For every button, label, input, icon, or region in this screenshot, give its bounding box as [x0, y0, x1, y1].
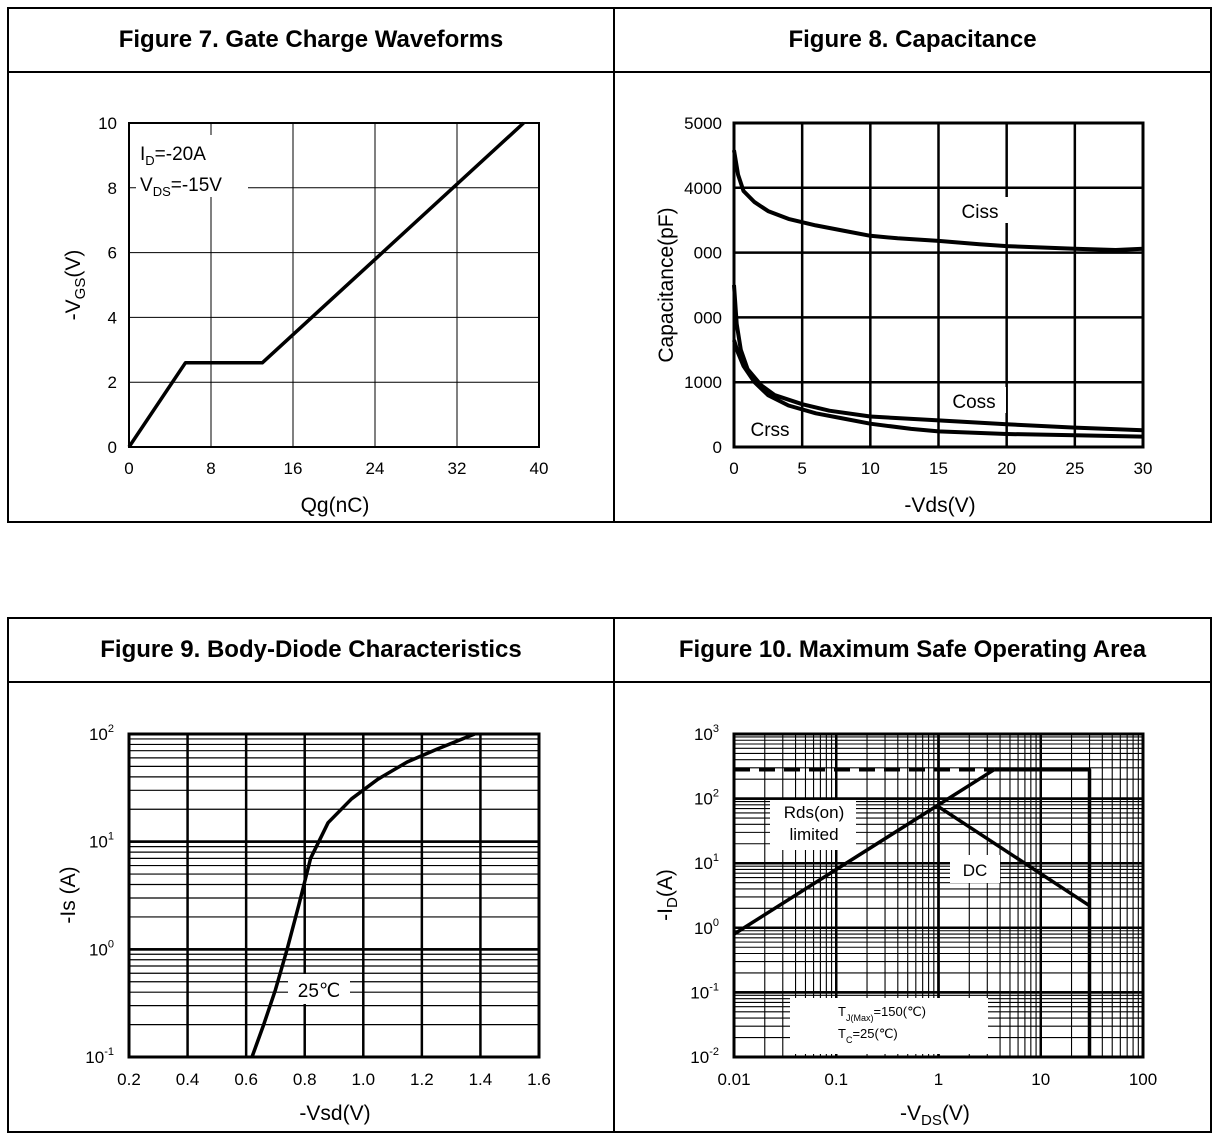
y-tick-label: 10-1	[85, 1046, 114, 1067]
x-tick-label: 0.6	[234, 1070, 258, 1089]
x-tick-label: 0.01	[717, 1070, 750, 1089]
x-tick-label: 0	[124, 459, 133, 478]
y-axis-label: -ID(A)	[654, 869, 681, 921]
condition-id-label: ID=-20A	[140, 144, 206, 168]
y-tick-label: 000	[694, 308, 722, 327]
capacitance-curve-crss	[732, 339, 1144, 439]
x-tick-label: 100	[1129, 1070, 1157, 1089]
x-tick-label: 0	[729, 459, 738, 478]
x-tick-label: 1.4	[469, 1070, 493, 1089]
condition-vds-label: VDS=-15V	[140, 175, 222, 199]
y-tick-label: 1000	[684, 373, 722, 392]
y-tick-label: 5000	[684, 114, 722, 133]
crss-label: Crss	[750, 420, 789, 441]
panel-divider	[613, 619, 615, 1131]
x-tick-label: 0.1	[824, 1070, 848, 1089]
temperature-label-background	[288, 974, 350, 1004]
x-tick-label: 5	[797, 459, 806, 478]
y-tick-label: 6	[108, 244, 117, 263]
figure-row-top: Figure 7. Gate Charge Waveforms Figure 8…	[7, 7, 1212, 523]
plot-frame	[128, 122, 540, 448]
tj-max-label: TJ(Max)=150(℃)	[838, 1004, 926, 1023]
panel-divider	[613, 9, 615, 521]
vgs-curve	[127, 121, 525, 448]
x-tick-label: 0.4	[176, 1070, 200, 1089]
y-tick-label: 10-2	[690, 1046, 719, 1067]
x-tick-label: 20	[997, 459, 1016, 478]
figure-10-title: Figure 10. Maximum Safe Operating Area	[615, 619, 1210, 683]
soa-line-dc-slope	[937, 805, 1091, 908]
is-curve	[250, 732, 476, 1058]
coss-label-background	[944, 387, 1006, 413]
y-tick-label: 4	[108, 308, 117, 327]
y-tick-label: 0	[713, 438, 722, 457]
x-axis-label: -Vds(V)	[904, 494, 975, 517]
x-axis-label: -Vsd(V)	[299, 1102, 370, 1125]
plot-frame	[127, 732, 541, 1059]
figure-9-title: Figure 9. Body-Diode Characteristics	[9, 619, 613, 683]
capacitance-curve-ciss	[732, 149, 1144, 252]
capacitance-curve-coss	[732, 284, 1144, 433]
x-tick-label: 15	[929, 459, 948, 478]
x-tick-label: 1	[934, 1070, 943, 1089]
y-tick-label: 101	[89, 831, 114, 852]
annotation-background	[136, 135, 248, 197]
x-tick-label: 0.8	[293, 1070, 317, 1089]
dc-label-background	[950, 855, 1000, 883]
y-tick-label: 103	[694, 723, 719, 744]
y-tick-label: 101	[694, 852, 719, 873]
y-tick-label: 100	[89, 938, 114, 959]
rds-limited-label: limited	[789, 825, 838, 844]
x-tick-label: 8	[206, 459, 215, 478]
y-axis-label: Capacitance(pF)	[655, 207, 678, 362]
figure-row-bottom: Figure 9. Body-Diode Characteristics Fig…	[7, 617, 1212, 1133]
ciss-label: Ciss	[962, 202, 999, 223]
x-tick-label: 40	[530, 459, 549, 478]
y-tick-label: 100	[694, 917, 719, 938]
tc-label: TC=25(℃)	[838, 1026, 898, 1045]
y-tick-label: 10	[98, 114, 117, 133]
x-tick-label: 25	[1065, 459, 1084, 478]
x-axis-label: -VDS(V)	[900, 1102, 970, 1129]
y-tick-label: 2	[108, 373, 117, 392]
plot-frame	[732, 732, 1145, 1059]
y-axis-label: -VGS(V)	[62, 250, 89, 321]
x-tick-label: 1.6	[527, 1070, 551, 1089]
x-tick-label: 1.2	[410, 1070, 434, 1089]
rds-on-label: Rds(on)	[784, 803, 844, 822]
ciss-label-background	[950, 197, 1010, 223]
x-tick-label: 1.0	[351, 1070, 375, 1089]
soa-line-rds-on-limited	[733, 768, 996, 936]
y-tick-label: 10-1	[690, 981, 719, 1002]
temperature-label: 25℃	[298, 981, 340, 1002]
coss-label: Coss	[952, 392, 995, 413]
x-tick-label: 10	[861, 459, 880, 478]
crss-label-background	[742, 416, 798, 442]
conditions-background	[790, 998, 988, 1054]
x-tick-label: 16	[284, 459, 303, 478]
soa-line-dc	[994, 767, 1092, 1057]
x-tick-label: 24	[366, 459, 385, 478]
x-axis-label: Qg(nC)	[301, 494, 370, 517]
y-tick-label: 0	[108, 438, 117, 457]
dc-label: DC	[963, 861, 988, 880]
x-tick-label: 32	[448, 459, 467, 478]
y-tick-label: 102	[694, 788, 719, 809]
rds-label-background	[770, 800, 856, 850]
figure-8-title: Figure 8. Capacitance	[615, 9, 1210, 73]
x-tick-label: 10	[1031, 1070, 1050, 1089]
y-axis-label: -Is (A)	[57, 866, 80, 923]
y-tick-label: 8	[108, 179, 117, 198]
y-tick-label: 102	[89, 723, 114, 744]
figure-7-title: Figure 7. Gate Charge Waveforms	[9, 9, 613, 73]
x-tick-label: 30	[1134, 459, 1153, 478]
x-tick-label: 0.2	[117, 1070, 141, 1089]
y-tick-label: 4000	[684, 179, 722, 198]
y-tick-label: 000	[694, 244, 722, 263]
